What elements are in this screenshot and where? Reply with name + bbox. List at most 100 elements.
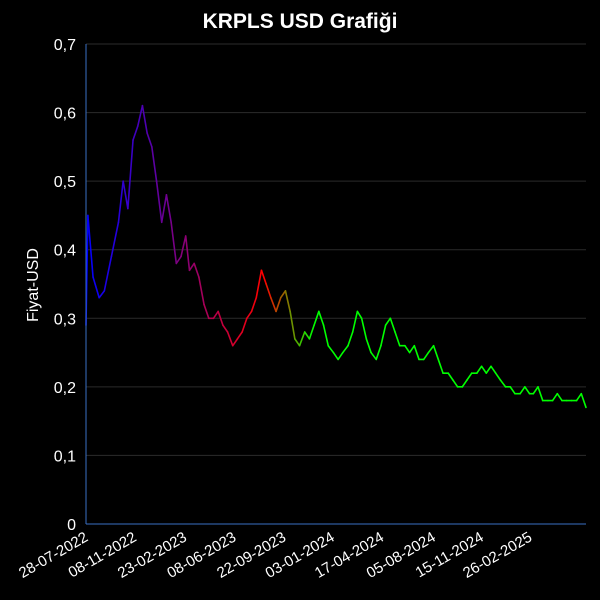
y-tick-labels: 0 0,1 0,2 0,3 0,4 0,5 0,6 0,7	[54, 37, 76, 534]
price-line-segment	[155, 180, 163, 224]
price-line-segment	[461, 379, 468, 388]
price-line-segment	[347, 331, 354, 347]
price-line-segment	[494, 372, 502, 381]
price-line-segment	[342, 344, 349, 354]
price-line-segment	[241, 317, 248, 333]
price-line-segment	[509, 386, 516, 395]
price-line-segment	[279, 290, 287, 299]
price-line-segment	[141, 104, 148, 134]
price-line-segment	[322, 324, 330, 347]
price-line-segment	[184, 235, 191, 272]
price-line-segment	[110, 221, 120, 258]
price-line-segment	[413, 344, 420, 361]
price-line-segment	[524, 386, 531, 395]
price-line-segment	[103, 255, 113, 292]
price-line-segment	[231, 338, 239, 347]
price-line-segment	[318, 310, 325, 326]
price-line-segment	[289, 310, 296, 340]
price-line-segment	[151, 146, 158, 182]
axes	[85, 44, 586, 525]
price-line-segment	[165, 194, 172, 224]
price-line-segment	[246, 310, 253, 320]
price-line-segment	[132, 125, 139, 141]
price-line-segment	[203, 303, 210, 320]
y-tick-label: 0,6	[54, 106, 76, 123]
price-line-segment	[437, 358, 444, 374]
price-line-segment	[275, 296, 282, 313]
price-line-segment	[480, 365, 488, 374]
price-line-segment	[212, 310, 219, 320]
price-line-segment	[270, 296, 277, 313]
price-line-segment	[127, 139, 134, 210]
price-line-segment	[485, 365, 492, 374]
price-line-segment	[160, 194, 168, 224]
price-line-segment	[519, 386, 526, 395]
price-line-segment	[532, 386, 539, 395]
price-line-segment	[136, 104, 144, 128]
grid	[86, 43, 586, 456]
price-line-segment	[490, 365, 497, 374]
price-line-segment	[260, 269, 267, 285]
price-line-segment	[384, 317, 392, 326]
price-line-segment	[447, 372, 454, 381]
price-line-segment	[284, 290, 291, 313]
price-line-segment	[365, 338, 372, 354]
price-line-segment	[303, 331, 311, 340]
price-line-segment	[250, 296, 258, 313]
price-line-segment	[389, 317, 396, 333]
price-line-segment	[575, 392, 583, 402]
price-line-segment	[380, 324, 387, 347]
y-tick-label: 0,7	[54, 37, 76, 54]
price-line-segment	[327, 344, 335, 354]
price-line-segment	[452, 379, 459, 388]
price-line-segment	[308, 324, 315, 340]
price-line-segment	[580, 392, 587, 409]
price-line-segment	[556, 392, 563, 402]
price-line-segment	[265, 283, 272, 299]
price-line-segment	[332, 351, 339, 361]
price-line-segment	[294, 338, 301, 347]
y-tick-label: 0,5	[54, 174, 76, 191]
price-line-segment	[432, 344, 440, 361]
chart-title: KRPLS USD Grafiği	[203, 10, 398, 33]
price-line-segment	[198, 276, 205, 306]
price-line-segment	[408, 344, 416, 354]
price-line-segment	[98, 290, 106, 299]
y-tick-label: 0,2	[54, 380, 76, 397]
price-line-segment	[551, 392, 559, 402]
price-line-segment	[537, 386, 544, 402]
price-line-segment	[170, 221, 178, 265]
price-line-segment	[427, 344, 435, 354]
price-line-segment	[193, 262, 200, 278]
price-line-segment	[499, 379, 507, 388]
price-line-segment	[466, 372, 473, 381]
price-line-segment	[356, 310, 363, 320]
price-line-segment	[122, 180, 129, 210]
y-axis-label: Fiyat-USD	[25, 248, 42, 322]
price-line-segment	[87, 214, 94, 278]
price-line-segment	[298, 331, 306, 347]
y-tick-label: 0,1	[54, 448, 76, 465]
price-line-segment	[351, 310, 359, 333]
y-tick-label: 0,3	[54, 311, 76, 328]
price-line-segment	[226, 331, 234, 347]
y-tick-label: 0,4	[54, 243, 76, 260]
price-line-segment	[222, 324, 229, 333]
price-line-segment	[476, 365, 483, 374]
price-line-segment	[255, 269, 263, 299]
price-line-segment	[360, 317, 368, 340]
price-line-segment	[217, 310, 224, 326]
y-tick-label: 0	[67, 517, 76, 534]
price-line-segment	[92, 276, 100, 299]
price-line-segment	[117, 180, 124, 224]
price-line-segment	[313, 310, 320, 326]
price-line-segment	[188, 262, 195, 272]
price-line-segment	[236, 331, 243, 340]
price-line-segment	[175, 255, 182, 265]
price-line-segment	[404, 344, 411, 354]
price-line-segment	[375, 344, 382, 361]
x-tick-labels: 28-07-202208-11-202223-02-202308-06-2023…	[16, 529, 535, 582]
price-line-segment	[394, 331, 401, 347]
